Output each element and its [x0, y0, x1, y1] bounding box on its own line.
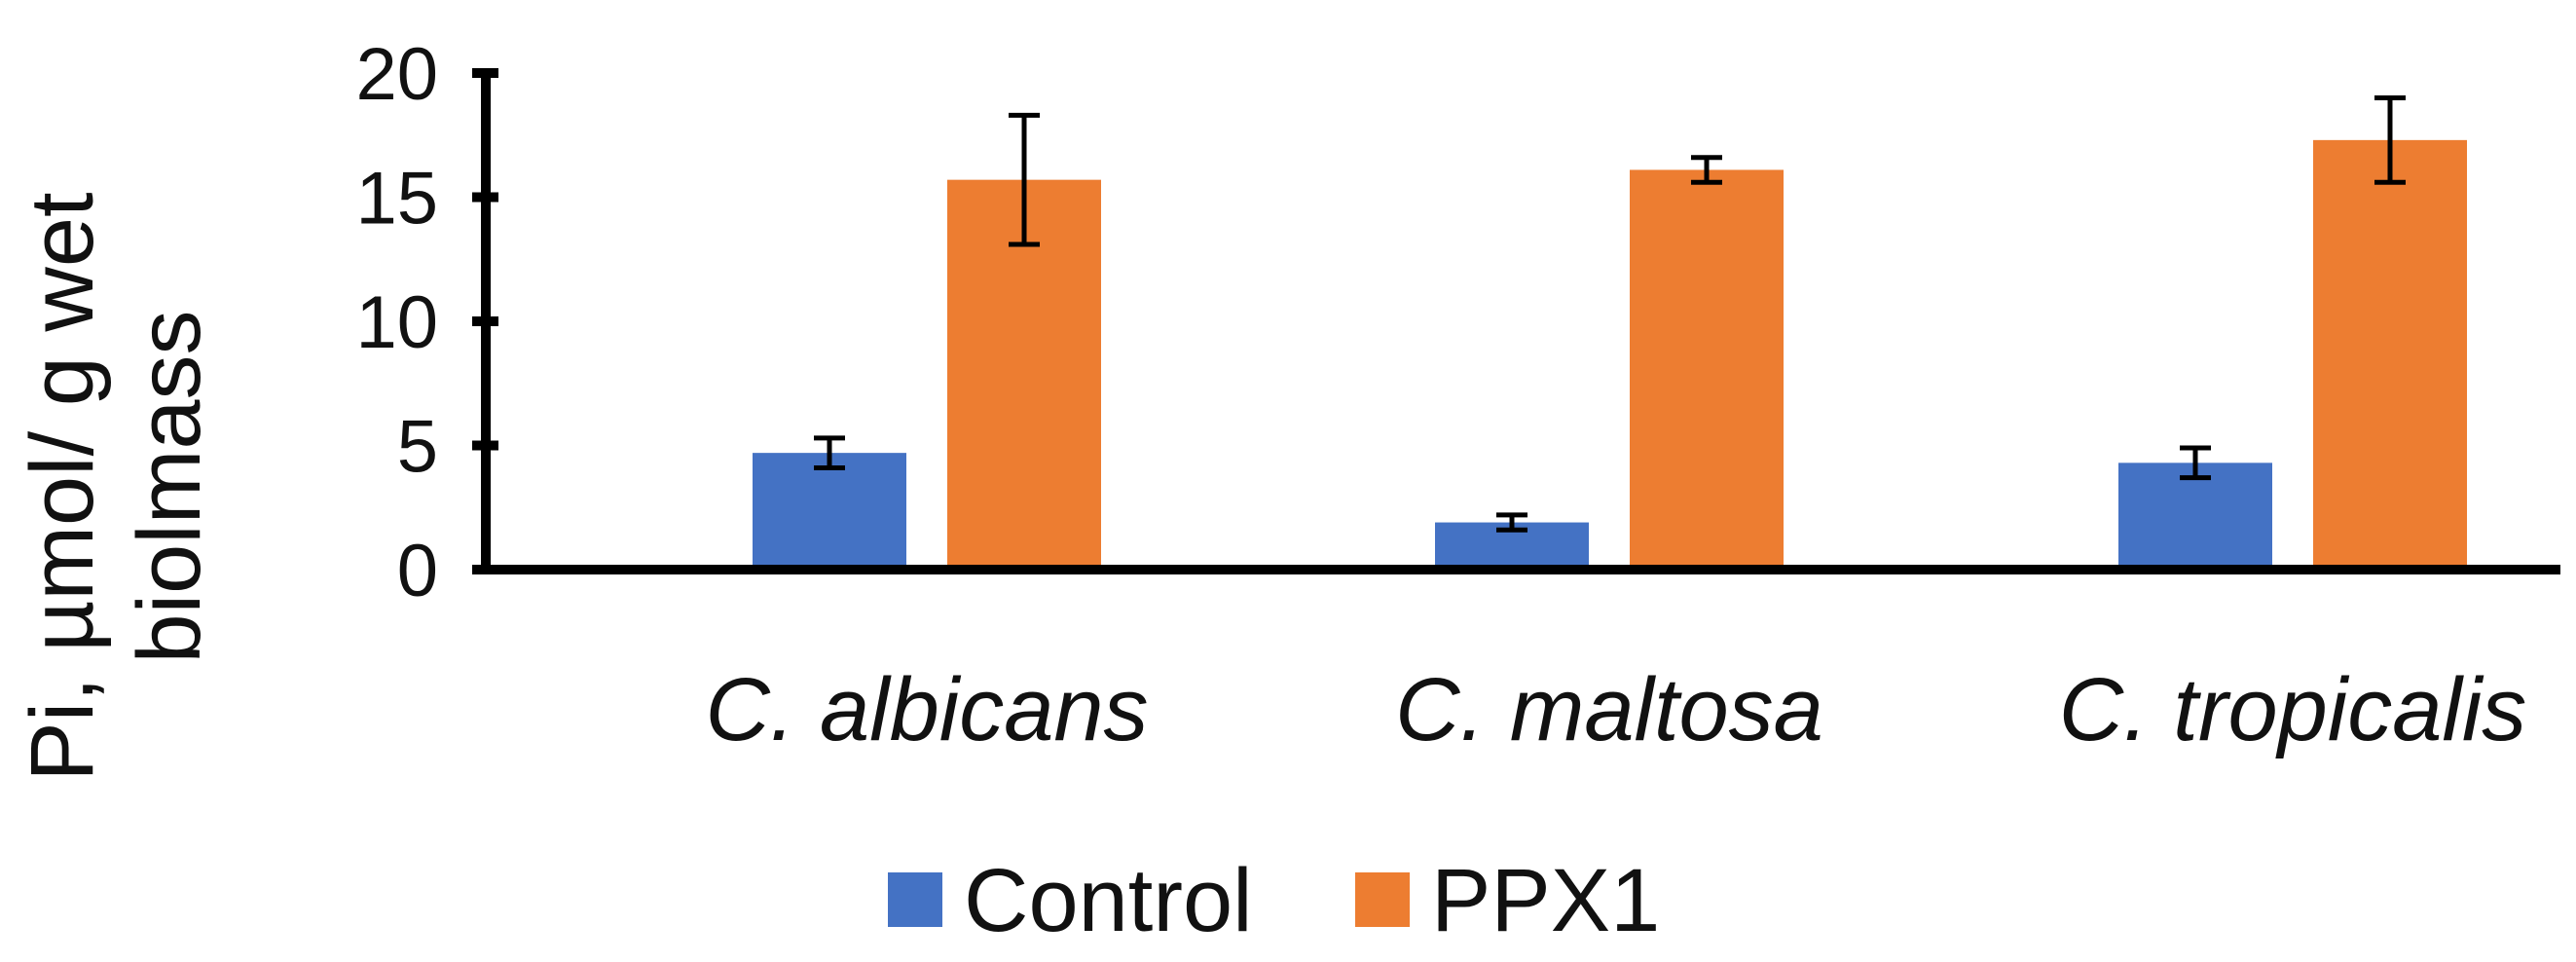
y-tick-label: 20 [355, 33, 438, 116]
x-tick-label: C. albicans [705, 660, 1148, 759]
legend-label-ppx1: PPX1 [1431, 851, 1660, 950]
legend-swatch-ppx1 [1355, 872, 1410, 927]
plot-area: C. albicans C. maltosa C. tropicalis 0 5 10 15… [355, 33, 2560, 759]
y-axis-title: Pi, µmol/ g wet biolmass [13, 192, 219, 781]
y-tick-label: 0 [397, 530, 438, 612]
bar-control-1 [753, 453, 906, 570]
x-tick-label: C. tropicalis [2059, 660, 2527, 759]
y-axis-title-line-2: biolmass [120, 310, 219, 663]
x-tick-label: C. maltosa [1395, 660, 1823, 759]
bar-control-3 [2118, 462, 2272, 570]
legend-label-control: Control [964, 851, 1253, 950]
y-tick-label: 15 [355, 158, 438, 240]
y-tick-label: 5 [397, 406, 438, 489]
bar-ppx1-2 [1630, 169, 1784, 570]
y-axis-title-line-1: Pi, µmol/ g wet [13, 192, 112, 781]
bar-ppx1-3 [2313, 139, 2467, 570]
legend-swatch-control [888, 872, 942, 927]
y-tick-label: 10 [355, 281, 438, 364]
legend: Control PPX1 [888, 851, 1660, 950]
